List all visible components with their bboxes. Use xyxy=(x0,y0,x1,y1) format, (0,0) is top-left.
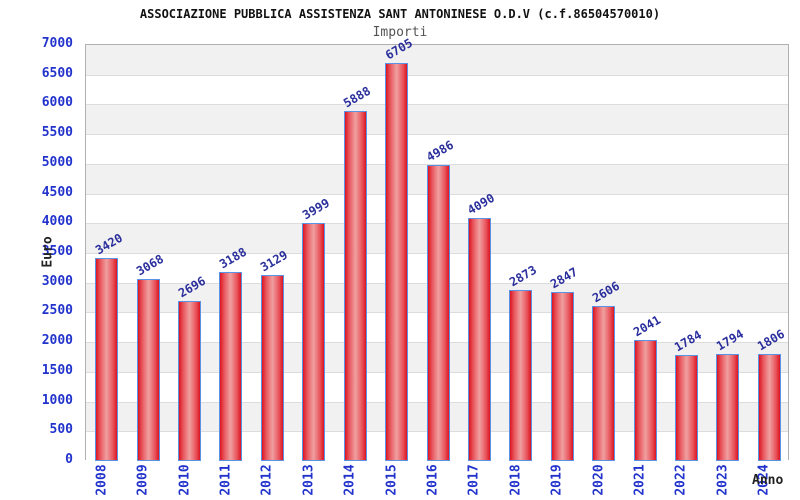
x-tick-label: 2014 xyxy=(342,464,358,496)
bar xyxy=(674,354,698,461)
x-tick-label: 2019 xyxy=(549,464,565,496)
bar xyxy=(343,111,367,461)
bar xyxy=(509,290,533,461)
y-tick-label: 0 xyxy=(65,452,73,467)
y-tick-label: 4000 xyxy=(41,214,73,230)
y-tick-label: 5500 xyxy=(41,125,73,141)
plot-band xyxy=(86,45,788,75)
gridline xyxy=(86,104,788,106)
bar xyxy=(302,223,326,461)
bar xyxy=(467,217,491,461)
bar xyxy=(219,271,243,461)
x-tick-label: 2022 xyxy=(673,464,689,496)
bar xyxy=(426,164,450,461)
y-tick-label: 4500 xyxy=(41,184,73,200)
y-tick-label: 500 xyxy=(49,422,73,438)
bar xyxy=(716,354,740,461)
x-tick-label: 2020 xyxy=(591,464,607,496)
x-tick-label: 2008 xyxy=(94,464,110,496)
x-tick-label: 2013 xyxy=(301,464,317,496)
y-tick-label: 2500 xyxy=(41,303,73,319)
gridline xyxy=(86,134,788,136)
x-axis-title: Anno xyxy=(752,473,784,488)
y-tick-label: 6000 xyxy=(41,95,73,111)
x-tick-label: 2010 xyxy=(177,464,193,496)
y-tick-label: 1000 xyxy=(41,392,73,408)
x-tick-label: 2023 xyxy=(715,464,731,496)
x-tick-label: 2017 xyxy=(466,464,482,496)
y-axis-title: Euro xyxy=(40,236,56,268)
plot-area: 3420 3068 2696 3188 3129 3999 5888 6705 4986 4090… xyxy=(85,35,789,461)
chart-title: ASSOCIAZIONE PUBBLICA ASSISTENZA SANT AN… xyxy=(139,7,661,21)
x-tick-label: 2009 xyxy=(135,464,151,496)
bar xyxy=(385,62,409,461)
x-tick-label: 2011 xyxy=(218,464,234,496)
plot-band xyxy=(86,104,788,135)
y-tick-label: 1500 xyxy=(41,362,73,378)
y-tick-label: 3500 xyxy=(41,244,73,259)
bar xyxy=(633,339,657,461)
plot-band xyxy=(86,74,788,105)
plot-band xyxy=(86,134,788,164)
y-tick-label: 3000 xyxy=(41,273,73,289)
y-tick-label: 7000 xyxy=(41,36,73,51)
bar xyxy=(178,300,202,461)
x-tick-label: 2016 xyxy=(425,464,441,496)
bar xyxy=(550,291,574,461)
gridline xyxy=(86,74,788,76)
x-tick-label: 2018 xyxy=(508,464,524,496)
bar xyxy=(136,278,160,461)
y-tick-label: 5000 xyxy=(41,154,73,170)
y-tick-label: 6500 xyxy=(41,65,73,81)
bar xyxy=(757,353,781,461)
chart-subtitle: Importi xyxy=(372,25,428,40)
y-tick-label: 2000 xyxy=(41,333,73,349)
bar xyxy=(260,275,284,461)
bar xyxy=(95,257,119,461)
bar xyxy=(592,306,616,461)
gridline xyxy=(86,163,788,165)
x-tick-label: 2015 xyxy=(384,464,400,496)
x-tick-label: 2012 xyxy=(259,464,275,496)
x-tick-label: 2021 xyxy=(632,464,648,496)
